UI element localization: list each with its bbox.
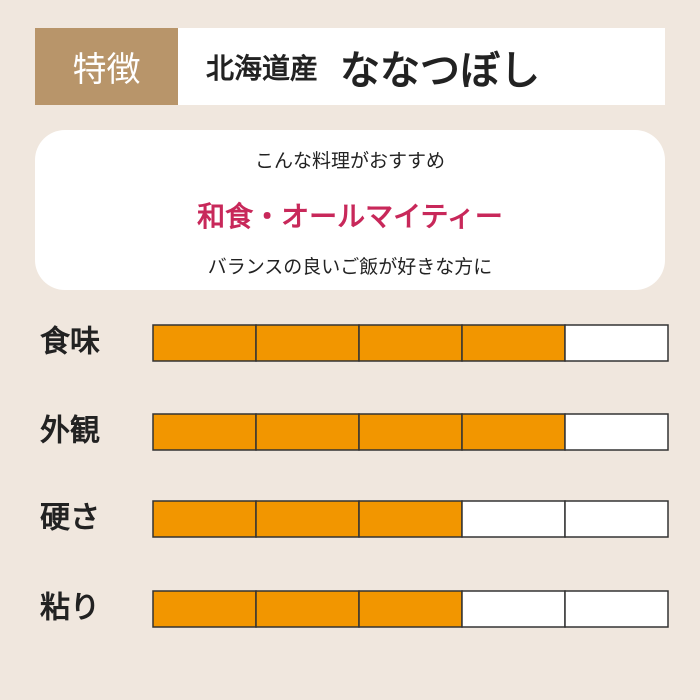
rating-segment — [255, 500, 360, 538]
product-name: ななつぼし — [340, 46, 541, 94]
rating-segment — [358, 590, 463, 628]
note: バランスの良いご飯が好きな方に — [207, 256, 493, 278]
rating-segment — [564, 500, 669, 538]
rating-segment — [255, 324, 360, 362]
origin: 北海道産 — [206, 51, 319, 85]
rating-segment — [152, 324, 257, 362]
rating-segment — [152, 413, 257, 451]
rating-segment — [152, 500, 257, 538]
rating-label: 食味 — [40, 325, 100, 360]
rating-segment — [461, 500, 566, 538]
rating-segment — [461, 413, 566, 451]
recommend-card: こんな料理がおすすめ 和食・オールマイティー バランスの良いご飯が好きな方に — [35, 130, 665, 290]
rating-segment — [358, 500, 463, 538]
rating-segment — [564, 413, 669, 451]
highlight: 和食・オールマイティー — [197, 200, 503, 233]
rating-segment — [358, 324, 463, 362]
rating-label: 粘り — [40, 591, 100, 626]
rating-segment — [255, 413, 360, 451]
lead: こんな料理がおすすめ — [254, 150, 445, 172]
rating-segment — [564, 590, 669, 628]
tag: 特徴 — [35, 28, 178, 105]
rating-segment — [255, 590, 360, 628]
rating-segment — [564, 324, 669, 362]
title-box: 北海道産 ななつぼし — [178, 28, 665, 105]
rating-segment — [461, 590, 566, 628]
rating-label: 硬さ — [40, 501, 100, 536]
rating-label: 外観 — [40, 414, 100, 449]
rating-segment — [358, 413, 463, 451]
rating-segment — [461, 324, 566, 362]
rating-segment — [152, 590, 257, 628]
